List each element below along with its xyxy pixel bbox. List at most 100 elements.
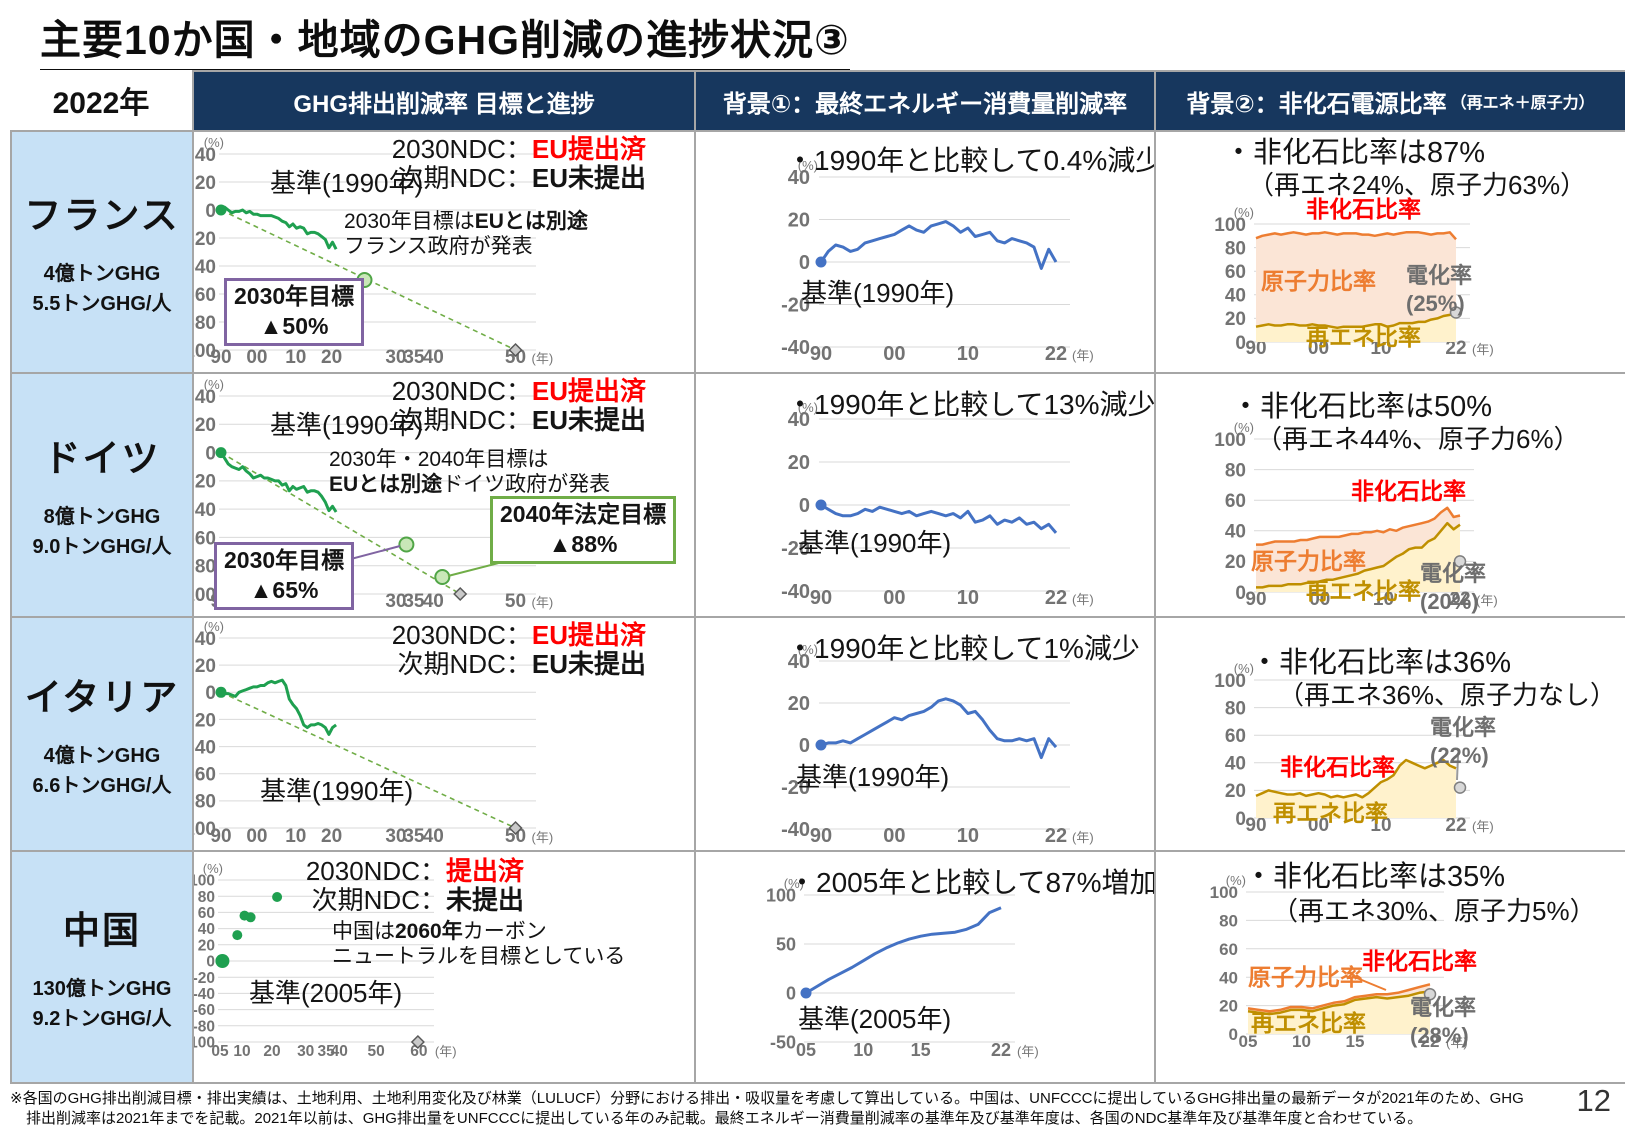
country-name: フランス <box>24 185 179 239</box>
target-box-2030: 2030年目標▲65% <box>214 542 354 610</box>
svg-text:90: 90 <box>1245 815 1266 836</box>
chart-annotation: 2030NDC：EU提出済 <box>392 620 646 651</box>
header-ghg-reduction: GHG排出削減率 目標と進捗 <box>194 72 694 130</box>
chart-annotation: 次期NDC：未提出 <box>312 885 524 916</box>
svg-text:-80: -80 <box>194 313 216 334</box>
chart-annotation: 基準(1990年) <box>796 762 949 793</box>
svg-text:10: 10 <box>285 826 306 847</box>
chart-annotation: ・1990年と比較して0.4%減少 <box>786 144 1154 177</box>
svg-text:60: 60 <box>1225 726 1246 747</box>
chart-annotation: 非化石比率 <box>1280 754 1395 781</box>
chart-annotation: 再エネ比率 <box>1273 800 1388 827</box>
country-name: ドイツ <box>44 428 161 482</box>
page-title: 主要10か国・地域のGHG削減の進捗状況③ <box>40 6 850 72</box>
svg-text:(年): (年) <box>1017 1044 1039 1059</box>
svg-text:40: 40 <box>198 921 215 938</box>
svg-text:(%): (%) <box>204 377 224 392</box>
country-cell-china: 中国 130億トンGHG 9.2トンGHG/人 <box>12 852 192 1082</box>
svg-text:80: 80 <box>198 889 215 906</box>
progress-table: 2022年 GHG排出削減率 目標と進捗 背景①：最終エネルギー消費量削減率 背… <box>10 70 1625 1084</box>
chart-annotation: 再エネ比率 <box>1306 578 1421 605</box>
chart-annotation: 非化石比率 <box>1306 196 1421 223</box>
svg-text:40: 40 <box>423 591 444 612</box>
chart-annotation: 次期NDC：EU未提出 <box>398 649 646 680</box>
chart-annotation: 非化石比率 <box>1351 478 1466 505</box>
chart-annotation: ・1990年と比較して13%減少 <box>786 388 1154 421</box>
country-stats: 4億トンGHG 5.5トンGHG/人 <box>33 259 172 319</box>
footnote-line1: ※各国のGHG排出削減目標・排出実績は、土地利用、土地利用変化及び林業（LULU… <box>10 1089 1524 1109</box>
chart-annotation: 基準(2005年) <box>798 1004 951 1035</box>
svg-text:00: 00 <box>883 587 905 609</box>
chart-annotation: 原子力比率 <box>1251 548 1366 575</box>
svg-text:40: 40 <box>331 1043 348 1060</box>
header-ghg-label: GHG排出削減率 目標と進捗 <box>293 84 594 119</box>
svg-text:90: 90 <box>810 825 832 847</box>
svg-text:60: 60 <box>1225 262 1246 283</box>
svg-text:-40: -40 <box>194 257 216 278</box>
chart-annotation: 原子力比率 <box>1248 964 1363 991</box>
chart-annotation: 電化率(20%) <box>1420 560 1486 615</box>
svg-text:20: 20 <box>1219 997 1238 1016</box>
svg-text:60: 60 <box>1225 491 1246 512</box>
svg-text:20: 20 <box>321 826 342 847</box>
svg-text:40: 40 <box>1219 968 1238 987</box>
svg-text:15: 15 <box>911 1040 931 1060</box>
chart-annotation: 原子力比率 <box>1261 268 1376 295</box>
svg-text:05: 05 <box>211 1043 229 1060</box>
svg-text:-80: -80 <box>194 557 216 578</box>
svg-text:-40: -40 <box>781 819 810 841</box>
svg-text:20: 20 <box>788 210 810 232</box>
svg-text:90: 90 <box>1245 589 1266 610</box>
svg-text:-60: -60 <box>194 285 216 306</box>
footnote: ※各国のGHG排出削減目標・排出実績は、土地利用、土地利用変化及び林業（LULU… <box>10 1089 1524 1128</box>
chart-annotation: 2030NDC：EU提出済 <box>392 134 646 165</box>
chart-annotation: 電化率(22%) <box>1430 714 1496 769</box>
chart-annotation: 次期NDC：EU未提出 <box>398 163 646 194</box>
svg-text:20: 20 <box>1225 781 1246 802</box>
chart-annotation: 2030年目標はEUとは別途フランス政府が発表 <box>344 210 588 260</box>
chart-annotation: 2030NDC：提出済 <box>306 856 524 887</box>
footnote-line2: 排出削減率は2021年までを記載。2021年以前は、GHG排出量をUNFCCCに… <box>10 1109 1524 1128</box>
svg-text:05: 05 <box>796 1040 816 1060</box>
svg-text:0: 0 <box>1235 809 1246 830</box>
svg-text:80: 80 <box>1219 912 1238 931</box>
chart-annotation: 中国は2060年カーボンニュートラルを目標としている <box>332 920 625 970</box>
svg-text:(%): (%) <box>1226 873 1246 888</box>
svg-text:-40: -40 <box>781 581 810 603</box>
chart-annotation: （再エネ30%、原子力5%） <box>1272 896 1596 927</box>
svg-text:(年): (年) <box>1472 819 1494 834</box>
svg-text:0: 0 <box>205 201 216 222</box>
svg-text:22: 22 <box>1045 343 1067 365</box>
chart-annotation: 2030NDC：EU提出済 <box>392 376 646 407</box>
header-bg2-label: 背景②：非化石電源比率 <box>1186 84 1446 119</box>
svg-text:50: 50 <box>776 935 796 955</box>
svg-text:-80: -80 <box>194 1018 215 1035</box>
svg-text:40: 40 <box>1225 522 1246 543</box>
svg-text:20: 20 <box>263 1043 280 1060</box>
svg-text:80: 80 <box>1225 698 1246 719</box>
chart-annotation: ・非化石比率は87% <box>1224 136 1485 170</box>
svg-text:90: 90 <box>810 587 832 609</box>
chart-italy-ghg: 40200-20-40-60-80-100(%)9000102030354050… <box>194 618 694 850</box>
svg-text:0: 0 <box>786 984 796 1004</box>
chart-annotation: 基準(2005年) <box>249 978 402 1009</box>
header-bg2-sublabel: （再エネ＋原子力） <box>1451 89 1595 113</box>
header-energy-consumption: 背景①：最終エネルギー消費量削減率 <box>696 72 1154 130</box>
svg-text:20: 20 <box>198 937 215 954</box>
svg-text:20: 20 <box>195 656 216 677</box>
svg-text:20: 20 <box>321 347 342 368</box>
svg-text:40: 40 <box>423 826 444 847</box>
svg-text:40: 40 <box>1225 286 1246 307</box>
chart-annotation: （再エネ36%、原子力なし） <box>1278 680 1616 711</box>
svg-text:(%): (%) <box>204 619 224 634</box>
svg-text:0: 0 <box>1235 583 1246 604</box>
svg-text:60: 60 <box>198 905 215 922</box>
svg-text:35: 35 <box>403 347 425 368</box>
